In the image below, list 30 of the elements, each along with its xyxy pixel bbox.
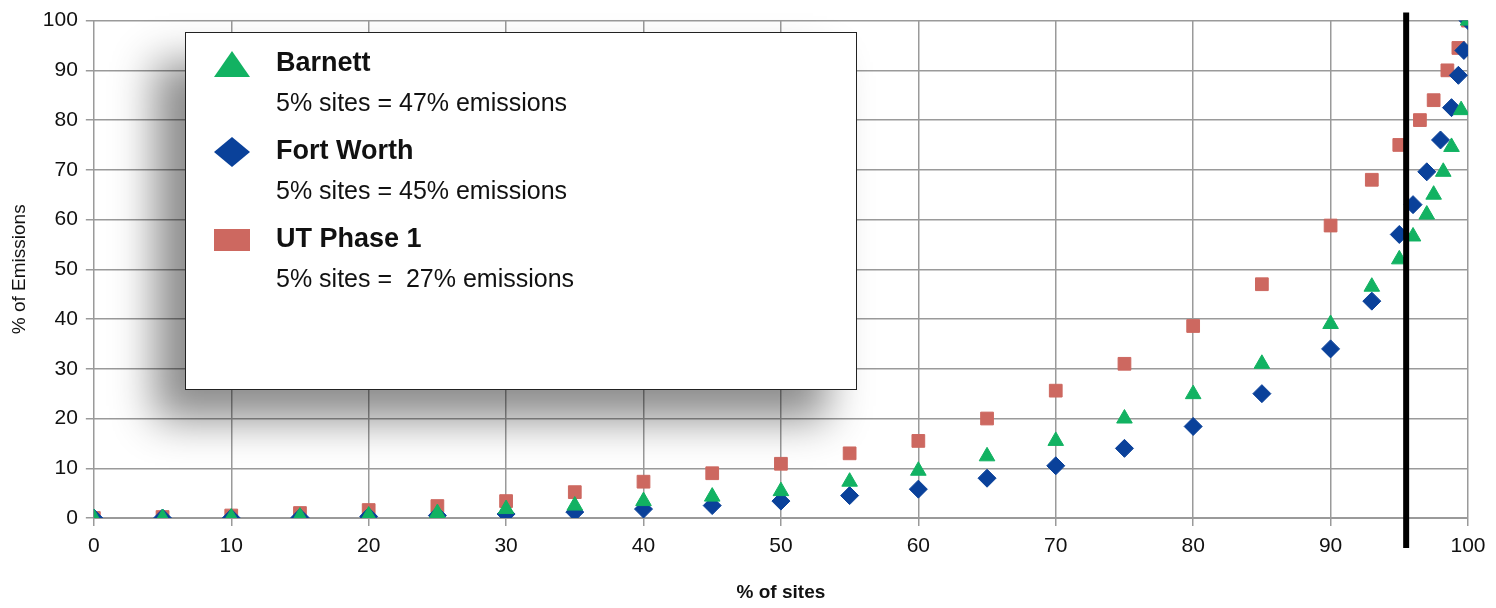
x-tick-label: 90 <box>1318 533 1343 557</box>
x-axis-title: % of sites <box>736 580 826 602</box>
legend-label: Fort Worth <box>276 135 415 166</box>
legend-label: UT Phase 1 <box>276 223 423 254</box>
y-tick-label: 10 <box>54 455 78 479</box>
legend-label: Barnett <box>276 47 372 78</box>
x-tick-label: 0 <box>87 533 100 557</box>
y-tick-label: 0 <box>66 504 78 528</box>
y-tick-label: 30 <box>54 355 78 379</box>
x-tick-label: 40 <box>631 533 656 557</box>
y-tick-label: 90 <box>54 57 78 81</box>
x-tick-label: 20 <box>356 533 381 557</box>
x-tick-label: 50 <box>769 533 793 557</box>
x-tick-label: 100 <box>1450 533 1486 557</box>
x-tick-label: 30 <box>494 533 518 557</box>
annotation: 5% sites = 47% emissions <box>276 88 568 117</box>
y-tick-label: 100 <box>42 7 78 31</box>
y-axis-title: % of Emissions <box>7 204 29 335</box>
x-tick-label: 80 <box>1181 533 1205 557</box>
annotation: 5% sites = 45% emissions <box>276 176 568 205</box>
y-tick-label: 20 <box>54 405 78 429</box>
y-tick-label: 40 <box>54 305 78 329</box>
y-tick-label: 60 <box>54 206 78 230</box>
y-tick-label: 50 <box>54 256 78 280</box>
annotation: 5% sites = 27% emissions <box>276 264 575 293</box>
x-tick-label: 10 <box>219 533 243 557</box>
y-tick-label: 70 <box>54 156 78 180</box>
x-tick-label: 70 <box>1044 533 1068 557</box>
y-tick-label: 80 <box>54 106 78 130</box>
x-tick-label: 60 <box>906 533 931 557</box>
